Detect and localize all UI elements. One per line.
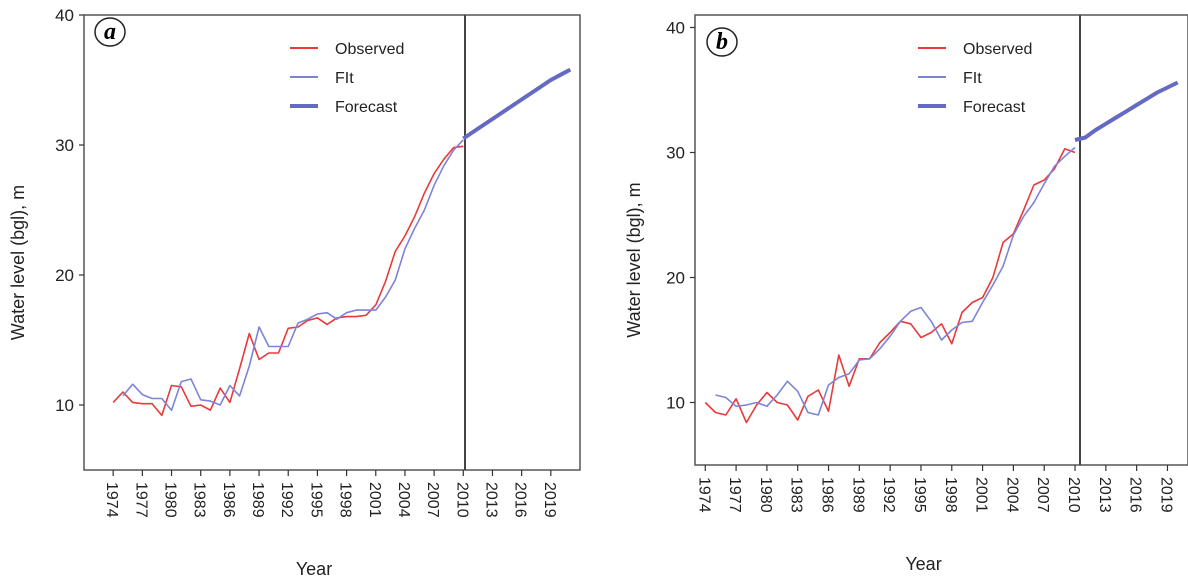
y-tick-label: 40 <box>55 6 74 25</box>
legend-label: Observed <box>335 41 404 58</box>
series-line-observed <box>704 148 1076 424</box>
x-tick-label: 1995 <box>911 477 928 513</box>
x-tick-label: 1989 <box>849 477 866 513</box>
y-axis-label: Water level (bgl), m <box>8 185 28 340</box>
plot-frame <box>694 14 1188 466</box>
y-tick-label: 40 <box>666 19 685 38</box>
x-tick-label: 1995 <box>307 482 324 518</box>
x-tick-label: 2016 <box>512 482 529 518</box>
series-line-observed <box>112 145 464 417</box>
x-tick-label: 2019 <box>1157 477 1174 513</box>
panel-label: a <box>104 19 116 45</box>
legend-label: FIt <box>963 70 982 87</box>
x-tick-label: 1992 <box>880 477 897 513</box>
x-tick-label: 1977 <box>726 477 743 513</box>
y-tick-label: 30 <box>666 144 685 163</box>
panel-label: b <box>716 29 728 55</box>
x-tick-label: 2004 <box>1003 477 1020 513</box>
legend-label: FIt <box>335 70 354 87</box>
x-tick-label: 1980 <box>757 477 774 513</box>
x-tick-label: 1977 <box>132 482 149 518</box>
x-tick-label: 2001 <box>973 477 990 513</box>
series-line-forecast <box>462 67 572 141</box>
x-tick-label: 1998 <box>337 482 354 518</box>
x-tick-label: 2010 <box>453 482 470 518</box>
x-tick-label: 1980 <box>162 482 179 518</box>
plot-frame <box>83 14 581 471</box>
legend-label: Forecast <box>963 99 1026 116</box>
y-tick-label: 20 <box>55 266 74 285</box>
x-tick-label: 1992 <box>278 482 295 518</box>
x-tick-label: 2001 <box>366 482 383 518</box>
x-tick-label: 2007 <box>424 482 441 518</box>
series-line-fit <box>715 146 1076 416</box>
x-tick-label: 2010 <box>1065 477 1082 513</box>
x-axis-label: Year <box>905 554 941 574</box>
x-tick-label: 1974 <box>103 482 120 518</box>
series-line-fit <box>122 139 464 412</box>
chart-panel-b: 10 20 30 40 1974 1977 1980 1983 1986 1989 1992 1995… <box>624 14 1188 574</box>
x-tick-label: 2016 <box>1127 477 1144 513</box>
legend-label: Observed <box>963 41 1032 58</box>
x-tick-label: 1974 <box>695 477 712 513</box>
x-tick-label: 1983 <box>191 482 208 518</box>
y-tick-label: 10 <box>666 394 685 413</box>
y-tick-label: 10 <box>55 396 74 415</box>
y-tick-label: 30 <box>55 136 74 155</box>
x-tick-label: 2004 <box>395 482 412 518</box>
legend-label: Forecast <box>335 99 398 116</box>
y-tick-label: 20 <box>666 269 685 288</box>
x-tick-label: 1983 <box>788 477 805 513</box>
x-tick-label: 1989 <box>249 482 266 518</box>
x-tick-label: 2013 <box>1096 477 1113 513</box>
x-tick-label: 1986 <box>220 482 237 518</box>
x-tick-label: 2007 <box>1034 477 1051 513</box>
x-tick-label: 2013 <box>482 482 499 518</box>
x-axis-label: Year <box>296 559 332 579</box>
x-tick-label: 1986 <box>819 477 836 513</box>
panel-label-circle <box>706 27 738 57</box>
series-line-forecast <box>1074 80 1179 142</box>
chart-panel-a: 10 20 30 40 1974 1977 1980 1983 1986 1989 1992 1995… <box>8 6 581 579</box>
y-axis-label: Water level (bgl), m <box>624 182 644 337</box>
x-tick-label: 2019 <box>541 482 558 518</box>
panel-label-circle <box>94 17 126 47</box>
x-tick-label: 1998 <box>942 477 959 513</box>
